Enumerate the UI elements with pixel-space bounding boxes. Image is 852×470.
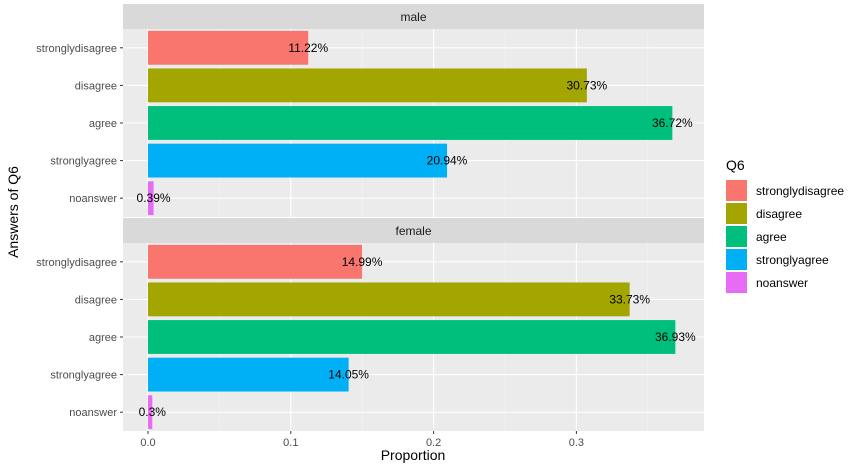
bar-male-stronglydisagree	[148, 30, 309, 65]
y-tick-label-female-stronglydisagree: stronglydisagree	[36, 257, 117, 269]
bar-label-female-stronglydisagree: 14.99%	[342, 255, 383, 269]
legend-title: Q6	[726, 157, 745, 173]
y-tick-label-female-stronglyagree: stronglyagree	[50, 370, 117, 382]
legend-label-disagree: disagree	[756, 207, 802, 221]
bar-male-agree	[148, 106, 673, 140]
y-tick-label-male-stronglydisagree: stronglydisagree	[36, 43, 117, 55]
y-tick-label-male-stronglyagree: stronglyagree	[50, 156, 117, 168]
legend-label-stronglyagree: stronglyagree	[756, 253, 829, 267]
legend: Q6 stronglydisagree disagree agree stronglya…	[726, 157, 844, 293]
panel-female: female 14.99% stronglydisagree 33.73% disagr…	[36, 218, 704, 431]
legend-label-agree: agree	[756, 230, 787, 244]
x-tick-label-3: 0.3	[569, 437, 584, 449]
bar-label-female-agree: 36.93%	[655, 330, 696, 344]
legend-swatch-agree	[726, 226, 747, 247]
bar-male-disagree	[148, 68, 587, 103]
x-tick-label-1: 0.1	[283, 437, 298, 449]
panel-strip-label-male: male	[400, 10, 426, 24]
bar-label-male-stronglydisagree: 11.22%	[288, 41, 328, 55]
x-axis-title: Proportion	[381, 447, 446, 463]
y-tick-label-female-disagree: disagree	[75, 294, 117, 306]
bar-label-female-noanswer: 0.3%	[139, 405, 167, 419]
panel-strip-female	[123, 218, 704, 243]
bar-female-stronglydisagree	[148, 244, 363, 279]
y-tick-label-female-noanswer: noanswer	[69, 407, 117, 419]
legend-swatch-noanswer	[726, 272, 747, 293]
legend-swatch-stronglydisagree	[726, 180, 747, 201]
panel-strip-male	[123, 4, 704, 29]
bar-label-male-agree: 36.72%	[652, 116, 693, 130]
bar-label-female-disagree: 33.73%	[609, 292, 650, 306]
bar-label-female-stronglyagree: 14.05%	[328, 368, 369, 382]
x-axis: 0.0 0.1 0.2 0.3	[140, 431, 584, 449]
bar-label-male-stronglyagree: 20.94%	[427, 154, 468, 168]
bar-label-male-noanswer: 0.39%	[137, 191, 171, 205]
panel-strip-label-female: female	[395, 224, 431, 238]
x-tick-label-0: 0.0	[140, 437, 155, 449]
panel-male: male 11.22% stronglydisagree 30.73% disagree…	[36, 4, 704, 217]
y-axis-title: Answers of Q6	[5, 166, 21, 258]
bar-female-noanswer	[148, 395, 153, 430]
legend-label-stronglydisagree: stronglydisagree	[756, 184, 844, 198]
y-tick-label-male-noanswer: noanswer	[69, 193, 117, 205]
bar-male-noanswer	[148, 181, 154, 216]
legend-swatch-disagree	[726, 203, 747, 224]
y-tick-label-male-disagree: disagree	[75, 80, 117, 92]
legend-label-noanswer: noanswer	[756, 276, 808, 290]
legend-swatch-stronglyagree	[726, 249, 747, 270]
y-tick-label-male-agree: agree	[89, 118, 117, 130]
bar-female-stronglyagree	[148, 357, 349, 392]
bar-female-agree	[148, 320, 676, 354]
panels: male 11.22% stronglydisagree 30.73% disagree…	[36, 4, 704, 431]
bar-label-male-disagree: 30.73%	[566, 78, 607, 92]
y-tick-label-female-agree: agree	[89, 332, 117, 344]
x-tick-label-2: 0.2	[426, 437, 441, 449]
bar-female-disagree	[148, 282, 630, 317]
bar-male-stronglyagree	[148, 143, 448, 178]
